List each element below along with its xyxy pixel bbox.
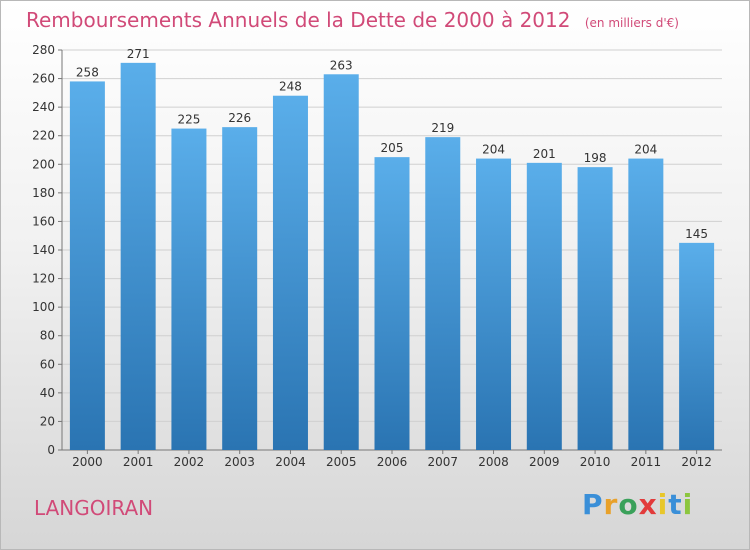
x-tick-label: 2006 [377, 455, 408, 469]
x-tick-label: 2003 [224, 455, 255, 469]
y-tick-label: 140 [32, 243, 55, 257]
bar [171, 128, 207, 451]
y-tick-label: 20 [40, 414, 55, 428]
logo-letter: i [657, 488, 669, 521]
y-tick-label: 80 [40, 329, 55, 343]
logo-letter: r [603, 488, 619, 521]
y-tick-label: 200 [32, 157, 55, 171]
data-label: 145 [685, 227, 708, 241]
data-label: 204 [482, 143, 505, 157]
x-tick-label: 2001 [123, 455, 154, 469]
proxiti-logo: Proxiti [582, 488, 693, 521]
y-tick-label: 220 [32, 129, 55, 143]
data-label: 204 [634, 143, 657, 157]
x-tick-label: 2011 [631, 455, 662, 469]
logo-letter: x [638, 488, 658, 521]
y-tick-label: 100 [32, 300, 55, 314]
place-name: LANGOIRAN [34, 496, 154, 520]
x-tick-label: 2009 [529, 455, 560, 469]
x-tick-label: 2004 [275, 455, 306, 469]
y-tick-label: 180 [32, 186, 55, 200]
y-tick-label: 160 [32, 214, 55, 228]
chart-subtitle: (en milliers d'€) [584, 16, 679, 30]
bar [69, 81, 105, 450]
bar [526, 162, 562, 450]
bar [679, 242, 715, 450]
logo-letter: i [682, 488, 694, 521]
y-tick-label: 260 [32, 72, 55, 86]
data-label: 258 [76, 65, 99, 79]
y-tick-label: 280 [32, 43, 55, 57]
data-label: 225 [177, 113, 200, 127]
logo-letter: P [582, 488, 604, 521]
bar [628, 158, 664, 451]
data-label: 263 [330, 58, 353, 72]
bar [577, 167, 613, 450]
bar [374, 157, 410, 450]
bar [222, 127, 258, 451]
y-tick-label: 40 [40, 386, 55, 400]
x-tick-label: 2002 [174, 455, 205, 469]
data-label: 248 [279, 80, 302, 94]
bar [476, 158, 512, 451]
logo-letter: o [618, 488, 639, 521]
data-label: 201 [533, 147, 556, 161]
x-tick-label: 2005 [326, 455, 357, 469]
x-tick-label: 2007 [427, 455, 458, 469]
y-tick-label: 120 [32, 272, 55, 286]
x-tick-label: 2010 [580, 455, 611, 469]
chart-title-text: Remboursements Annuels de la Dette de 20… [26, 8, 571, 32]
bar [272, 95, 308, 450]
bar [323, 74, 359, 451]
bar [425, 137, 461, 450]
data-label: 271 [127, 47, 150, 61]
y-tick-label: 0 [47, 443, 55, 457]
x-tick-label: 2008 [478, 455, 509, 469]
y-tick-label: 60 [40, 357, 55, 371]
chart-title: Remboursements Annuels de la Dette de 20… [26, 8, 679, 32]
data-label: 219 [431, 121, 454, 135]
bar [120, 62, 156, 450]
data-label: 226 [228, 111, 251, 125]
logo-letter: t [668, 488, 683, 521]
data-label: 205 [381, 141, 404, 155]
x-tick-label: 2000 [72, 455, 103, 469]
y-tick-label: 240 [32, 100, 55, 114]
data-label: 198 [584, 151, 607, 165]
x-tick-label: 2012 [681, 455, 712, 469]
